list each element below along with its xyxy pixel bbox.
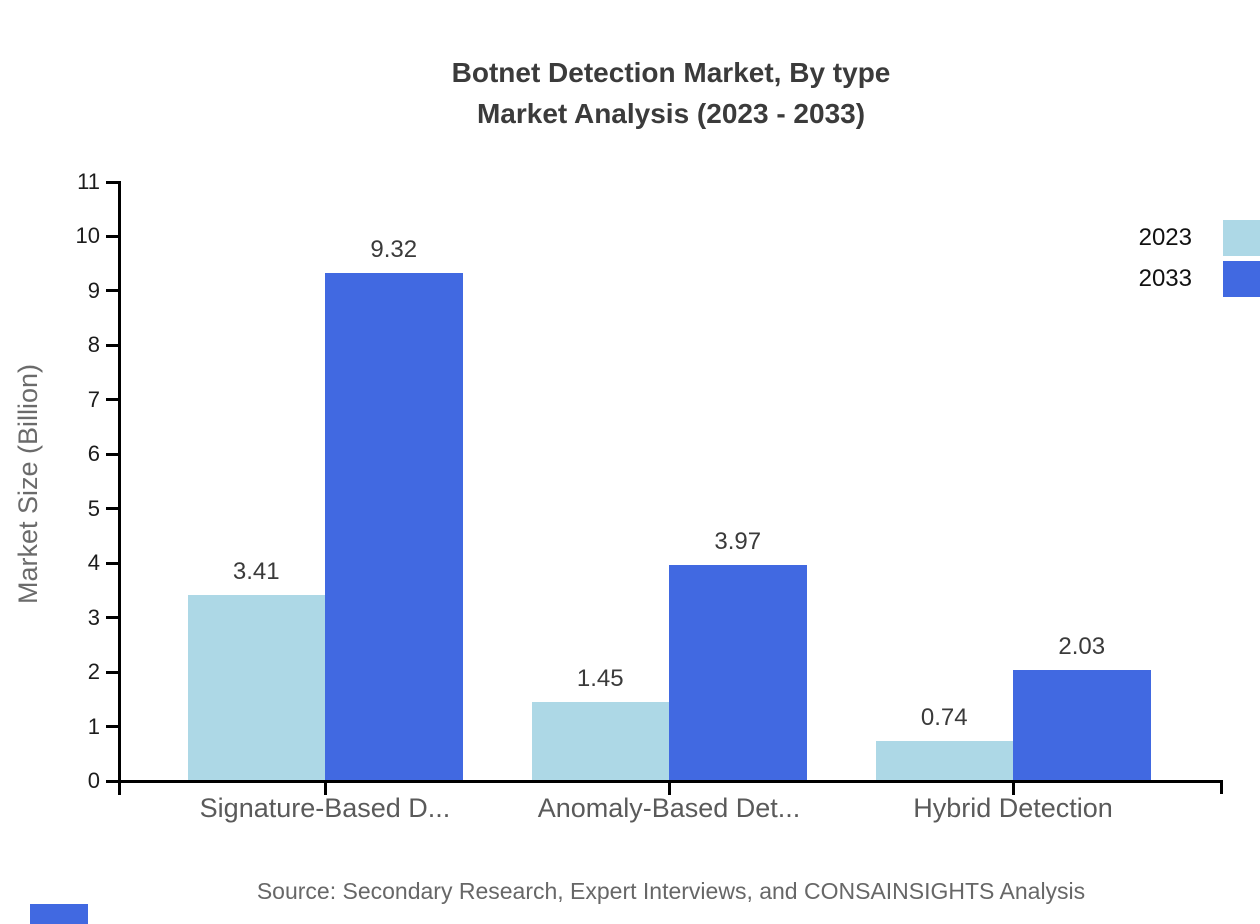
category-label: Anomaly-Based Det... <box>537 793 801 823</box>
x-axis-end-tick <box>1220 780 1223 794</box>
y-tick-label: 0 <box>87 768 100 793</box>
y-tick-label: 11 <box>77 169 100 194</box>
category-label: Hybrid Detection <box>913 793 1113 823</box>
bar-value-label: 0.74 <box>920 703 968 731</box>
brand-mark <box>30 904 88 924</box>
legend-label-2023: 2023 <box>1138 224 1192 251</box>
y-tick <box>106 398 118 402</box>
y-tick <box>106 616 118 620</box>
y-tick <box>106 234 118 238</box>
bar-2033-1 <box>669 564 807 781</box>
y-tick <box>106 779 118 783</box>
legend-swatch-2023 <box>1223 220 1260 256</box>
bar-value-label: 2.03 <box>1058 633 1106 661</box>
x-tick <box>667 783 671 795</box>
x-axis-line <box>118 780 1223 783</box>
x-tick <box>323 783 327 795</box>
y-tick <box>106 180 118 184</box>
category-label: Signature-Based D... <box>199 793 451 823</box>
y-tick <box>106 561 118 565</box>
bar-value-label: 3.97 <box>714 527 762 555</box>
y-tick-label: 10 <box>75 223 100 249</box>
y-tick-label: 3 <box>87 604 100 630</box>
x-tick <box>1011 783 1015 795</box>
y-tick <box>106 670 118 674</box>
source-note: Source: Secondary Research, Expert Inter… <box>256 878 1086 904</box>
y-axis-line <box>118 181 121 795</box>
legend-label-2033: 2033 <box>1138 265 1192 292</box>
y-tick-label: 1 <box>87 713 100 739</box>
y-tick <box>106 452 118 456</box>
bar-value-label: 1.45 <box>576 665 624 693</box>
bar-value-label: 3.41 <box>232 558 280 586</box>
bar-value-label: 9.32 <box>370 236 418 264</box>
y-tick-label: 2 <box>87 659 100 685</box>
bar-2023-0 <box>187 595 325 781</box>
y-tick-label: 6 <box>87 441 100 467</box>
bar-2023-1 <box>531 702 669 781</box>
y-tick <box>106 507 118 511</box>
y-tick-label: 8 <box>87 332 100 358</box>
y-tick-label: 4 <box>87 550 100 576</box>
y-tick <box>106 725 118 729</box>
y-tick-label: 9 <box>87 277 100 303</box>
chart-title-line2: Market Analysis (2023 - 2033) <box>476 98 866 129</box>
bar-2033-0 <box>325 273 463 781</box>
bar-2033-2 <box>1013 670 1151 781</box>
chart-title: Botnet Detection Market, By type Market … <box>121 52 1221 134</box>
y-tick-label: 7 <box>87 386 100 412</box>
chart-title-line1: Botnet Detection Market, By type <box>451 57 891 88</box>
y-tick <box>106 343 118 347</box>
bar-2023-2 <box>875 740 1013 781</box>
y-tick <box>106 289 118 293</box>
legend-swatch-2033 <box>1223 261 1260 297</box>
y-tick-label: 5 <box>87 495 100 521</box>
